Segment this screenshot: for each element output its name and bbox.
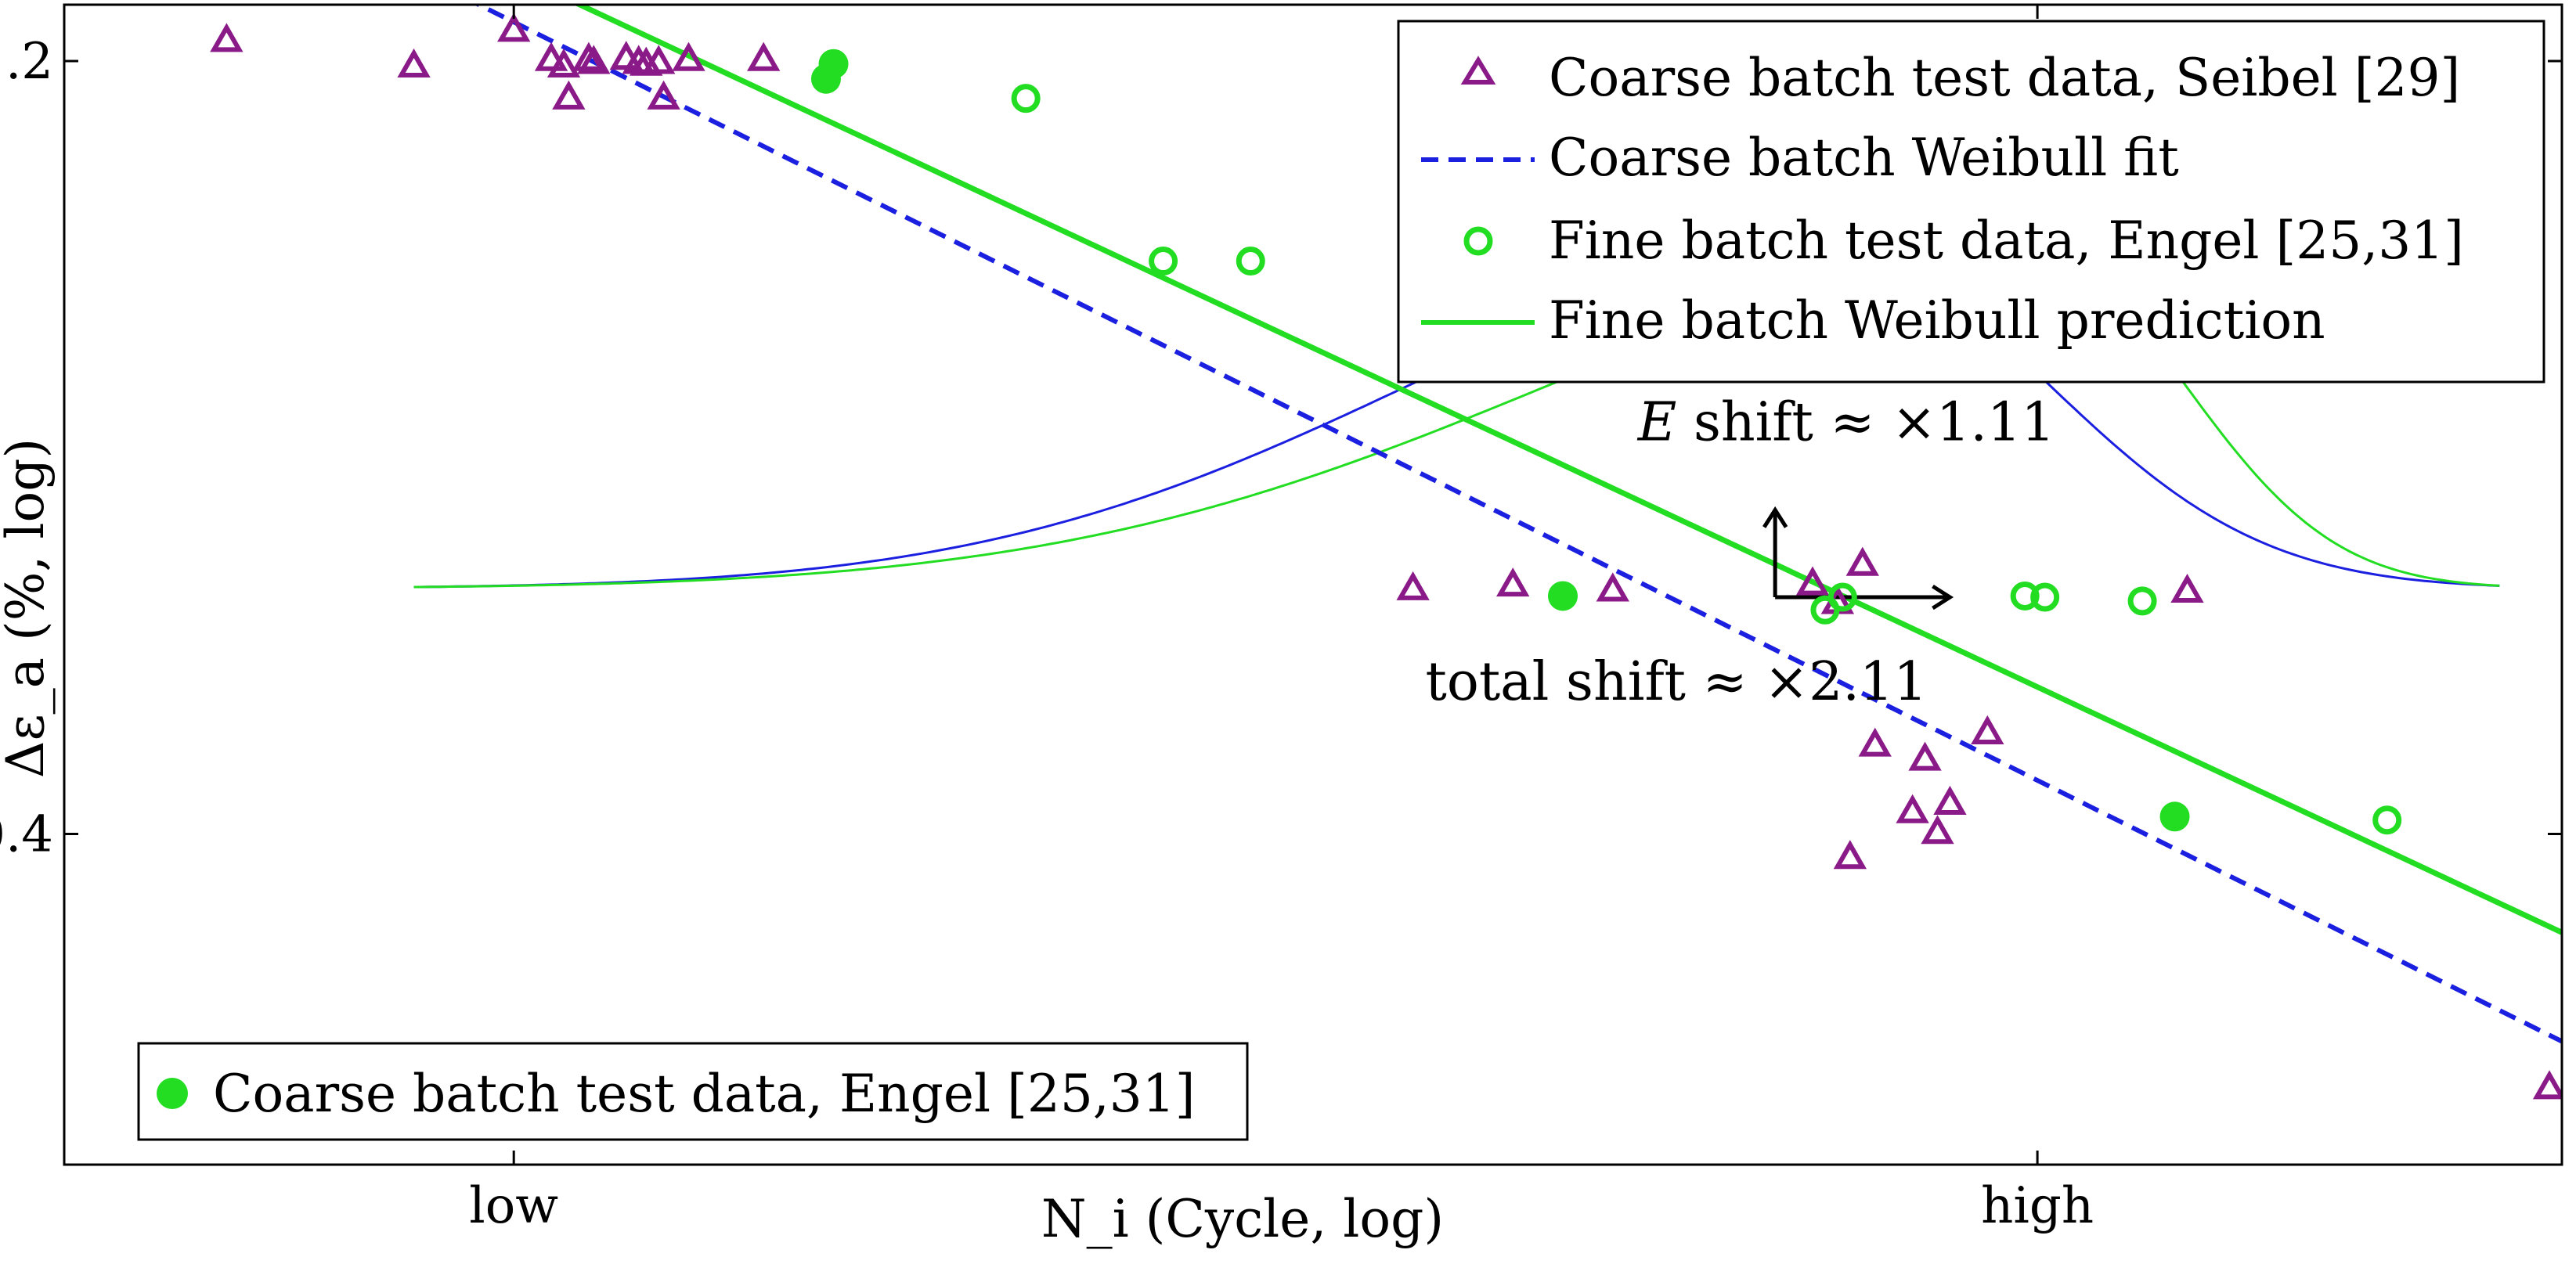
coarse-seibel-point xyxy=(572,41,606,71)
y-axis-label: Δε_a (%, log) xyxy=(0,438,56,778)
x-axis-label: N_i (Cycle, log) xyxy=(1041,1189,1444,1249)
coarse-seibel-point xyxy=(1908,741,1942,771)
legend-secondary: Coarse batch test data, Engel [25,31] xyxy=(137,1042,1249,1141)
coarse-seibel-point xyxy=(1845,546,1879,576)
coarse-seibel-point xyxy=(534,41,568,71)
coarse-seibel-point xyxy=(547,48,581,77)
shift-arrow-up-head xyxy=(1762,506,1788,528)
axes: low high 0.4 1.2 N_i (Cycle, log) Δε_a (%, lo… xyxy=(0,5,2562,1249)
coarse-seibel-point xyxy=(2170,574,2204,603)
legend-entry-coarse-seibel: Coarse batch test data, Seibel [29] xyxy=(1460,48,2460,108)
legend-filled-circle-marker xyxy=(157,1078,188,1109)
coarse-weibull-fit-line xyxy=(473,5,2562,1044)
coarse-engel-point xyxy=(810,63,841,94)
legend-secondary-box xyxy=(137,1042,1249,1141)
data-points xyxy=(210,13,2562,1100)
coarse-seibel-point xyxy=(1921,815,1954,845)
fine-engel-point xyxy=(2010,581,2040,610)
legend-entry-coarse-fit: Coarse batch Weibull fit xyxy=(1421,128,2179,188)
legend-entry-fine-engel: Fine batch test data, Engel [25,31] xyxy=(1463,211,2464,271)
fine-engel-point xyxy=(1011,84,1041,113)
coarse-seibel-point xyxy=(1596,572,1629,602)
shift-annotations: E shift ≈ ×1.11 total shift ≈ ×2.11 xyxy=(1426,391,2055,713)
legend-label-fine-prediction: Fine batch Weibull prediction xyxy=(1549,290,2325,351)
plot-frame xyxy=(63,3,2563,1166)
legend-label-coarse-seibel: Coarse batch test data, Seibel [29] xyxy=(1549,48,2460,108)
fine-engel-point xyxy=(2127,586,2157,616)
legend-triangle-marker xyxy=(1460,56,1496,85)
coarse-seibel-point xyxy=(1896,794,1929,823)
coarse-seibel-point xyxy=(647,80,680,110)
coarse-seibel-point xyxy=(1833,840,1867,870)
fine-engel-point xyxy=(2030,582,2060,612)
coarse-seibel-point xyxy=(672,41,705,71)
fit-lines xyxy=(473,5,2562,1044)
coarse-seibel-point xyxy=(1795,566,1830,596)
e-shift-label: E shift ≈ ×1.11 xyxy=(1636,391,2055,453)
coarse-seibel-point xyxy=(497,13,531,42)
shift-arrow-right-head xyxy=(1932,584,1954,610)
legend-label-coarse-fit: Coarse batch Weibull fit xyxy=(1549,128,2179,188)
fine-engel-point xyxy=(1236,247,1265,276)
coarse-seibel-point xyxy=(1396,571,1430,600)
coarse-seibel-point xyxy=(210,23,244,52)
x-tick-label: high xyxy=(1981,1177,2094,1235)
y-tick-label: 0.4 xyxy=(0,806,53,864)
legend-box xyxy=(1397,20,2545,384)
fine-engel-point xyxy=(1827,582,1857,612)
total-shift-label: total shift ≈ ×2.11 xyxy=(1426,651,1928,713)
coarse-seibel-point xyxy=(577,45,611,74)
coarse-seibel-point xyxy=(642,45,676,74)
coarse-seibel-point xyxy=(1933,785,1967,815)
coarse-engel-point xyxy=(1548,581,1578,611)
legend: Coarse batch test data, Seibel [29] Coar… xyxy=(1397,20,2545,384)
coarse-seibel-point xyxy=(1496,567,1530,597)
legend-open-circle-marker xyxy=(1463,226,1493,256)
legend-label-coarse-engel: Coarse batch test data, Engel [25,31] xyxy=(213,1064,1196,1124)
coarse-engel-point xyxy=(2159,801,2190,832)
legend-entry-fine-prediction: Fine batch Weibull prediction xyxy=(1421,290,2325,351)
coarse-seibel-point xyxy=(747,41,781,71)
x-tick-label: low xyxy=(469,1177,558,1235)
y-tick-label: 1.2 xyxy=(0,33,53,91)
coarse-seibel-point xyxy=(552,80,586,110)
fine-weibull-prediction-line xyxy=(573,5,2562,936)
fine-engel-point xyxy=(2372,805,2402,835)
legend-label-fine-engel: Fine batch test data, Engel [25,31] xyxy=(1549,211,2464,271)
coarse-seibel-point xyxy=(1858,727,1892,757)
coarse-seibel-point xyxy=(397,48,431,77)
coarse-seibel-point xyxy=(1971,715,2004,744)
coarse-seibel-point xyxy=(2532,1070,2562,1100)
fine-engel-point xyxy=(1149,247,1178,276)
